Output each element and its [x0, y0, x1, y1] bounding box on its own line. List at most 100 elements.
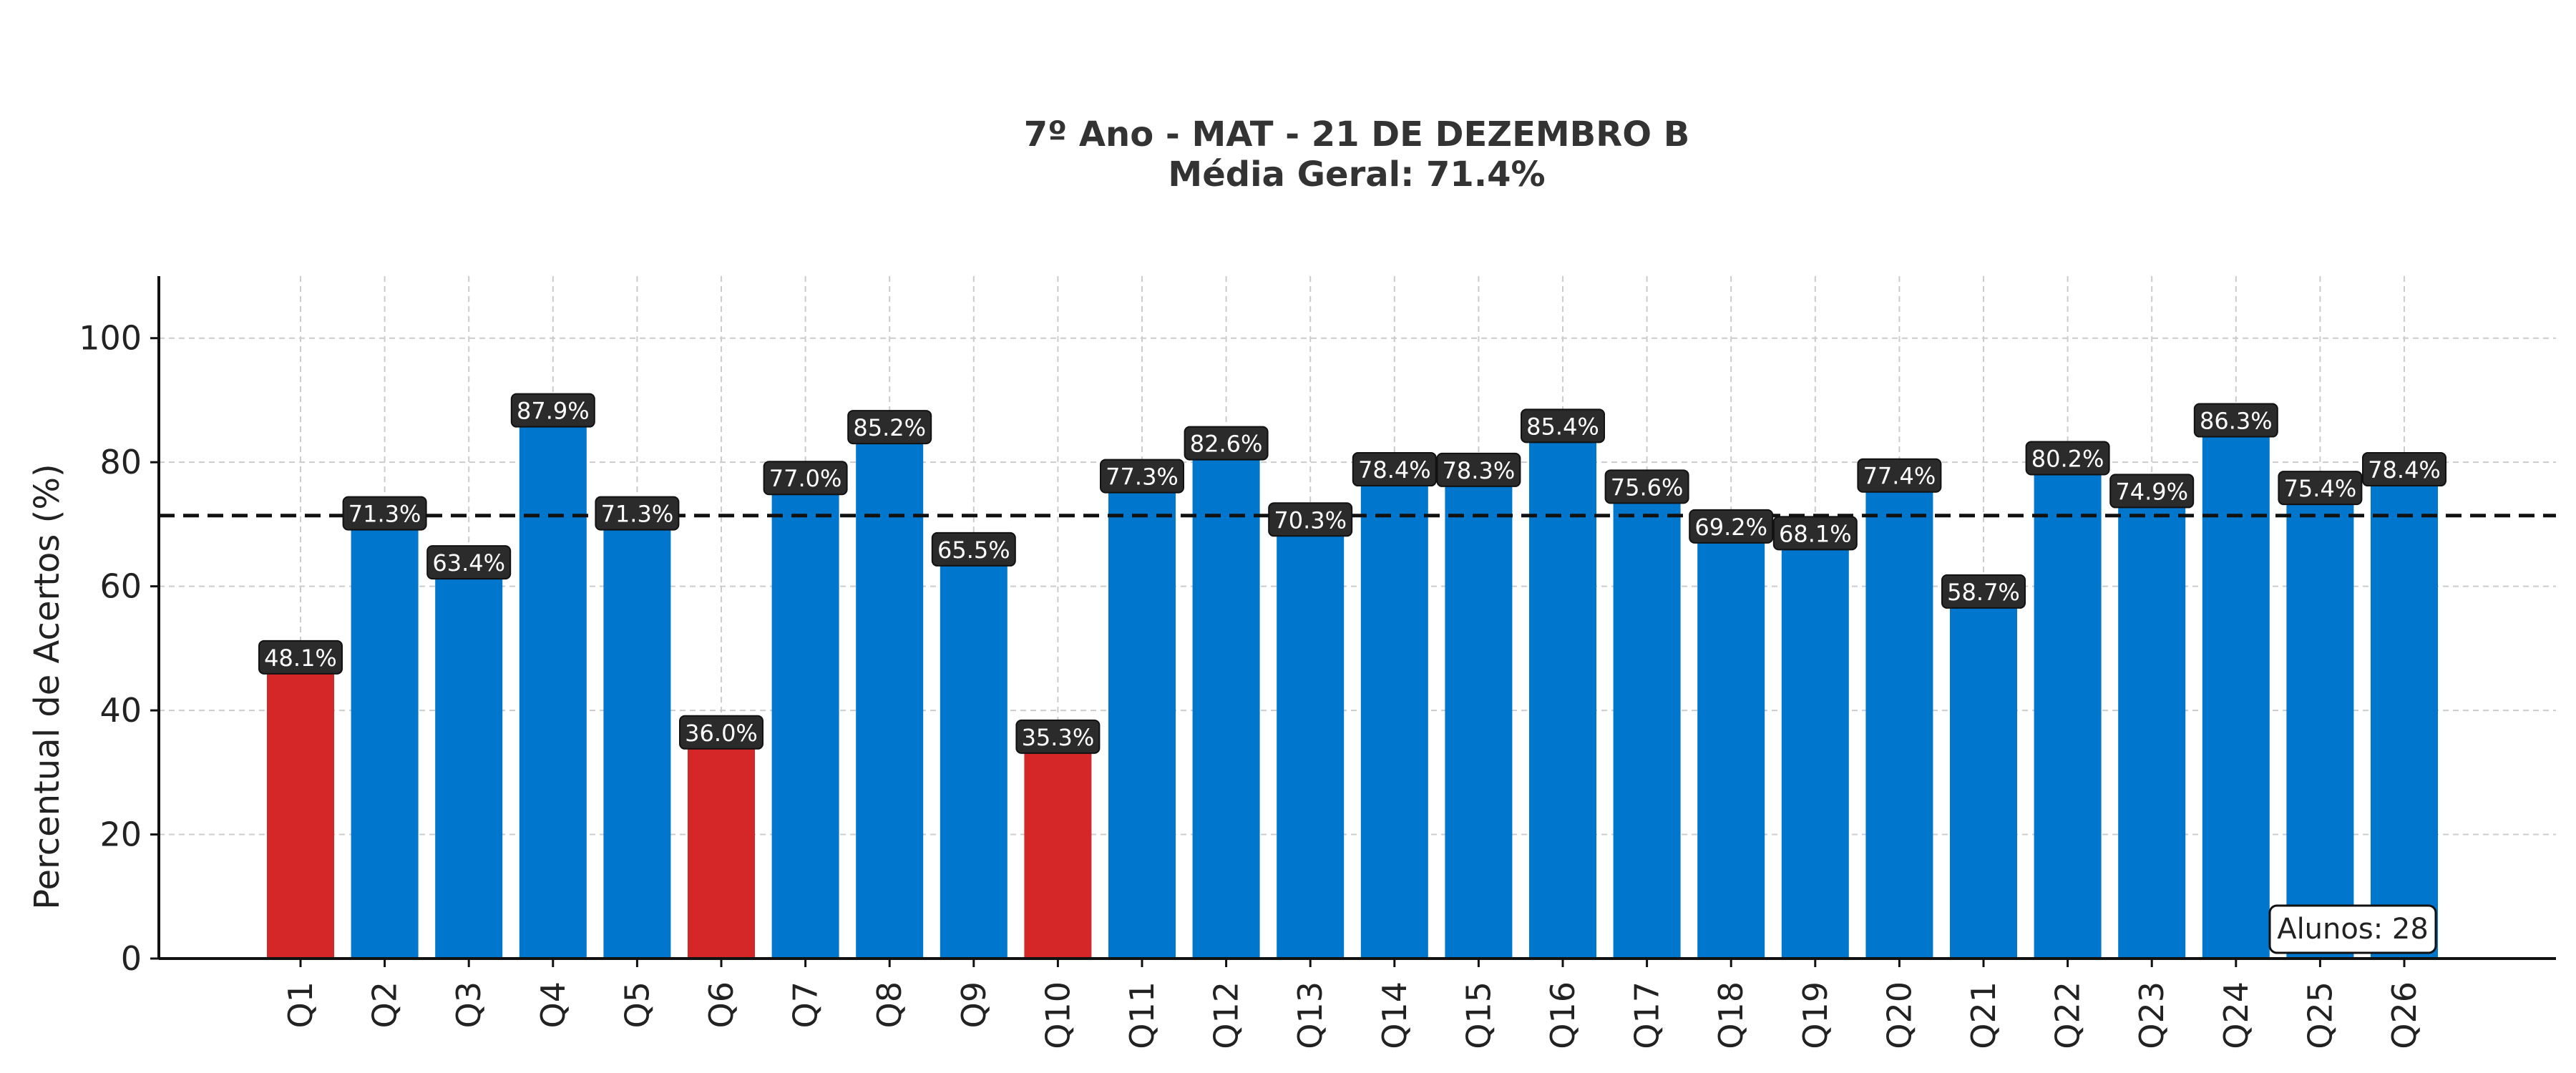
chart-title: 7º Ano - MAT - 21 DE DEZEMBRO B	[1024, 114, 1690, 155]
bar-q16	[1529, 428, 1596, 959]
value-label: 75.4%	[2284, 475, 2357, 502]
value-label: 75.6%	[1611, 474, 1684, 501]
value-label-box	[2278, 471, 2363, 506]
x-tick-label: Q12	[1207, 981, 1246, 1049]
value-label: 63.4%	[432, 549, 505, 577]
bar-q15	[1445, 472, 1513, 959]
value-label-box	[1941, 574, 2026, 609]
value-label-box	[1689, 509, 1774, 544]
x-tick-label: Q14	[1375, 981, 1414, 1049]
value-label: 77.3%	[1106, 464, 1179, 491]
x-tick-label: Q24	[2217, 981, 2255, 1049]
value-label: 82.6%	[1190, 431, 1263, 458]
x-tick-label: Q8	[870, 981, 909, 1028]
value-label-box	[1436, 452, 1521, 487]
x-tick-labels: Q1 Q2 Q3 Q4 Q5 Q6 Q7 Q8 Q9 Q10 Q11 Q12 Q13 Q14 Q15 Q16 Q…	[281, 959, 2424, 1049]
value-label: 71.3%	[348, 501, 421, 528]
value-label: 77.4%	[1863, 463, 1936, 490]
y-axis-label: Percentual de Acertos (%)	[27, 464, 67, 909]
y-tick-labels: 0 20 40 60 80 100	[79, 319, 159, 978]
y-tick-label: 40	[99, 691, 142, 730]
x-tick-label: Q9	[955, 981, 993, 1028]
bar-q5	[603, 516, 671, 959]
value-label-box	[2025, 441, 2110, 476]
x-tick-label: Q15	[1459, 981, 1498, 1049]
bar-q18	[1697, 529, 1765, 959]
bar-q2	[351, 516, 419, 959]
value-labels: 48.1% 71.3% 63.4% 87.9% 71.3% 36.0% 77.0% 85.2%…	[258, 393, 2446, 754]
value-label-box	[1268, 502, 1353, 537]
x-tick-label: Q13	[1291, 981, 1330, 1049]
bar-q4	[519, 413, 587, 959]
x-tick-label: Q4	[534, 981, 572, 1028]
value-label: 70.3%	[1274, 506, 1347, 534]
value-label-box	[2193, 403, 2278, 438]
value-label: 74.9%	[2115, 478, 2188, 505]
value-label-box	[679, 715, 763, 750]
y-tick-label: 0	[121, 939, 142, 978]
bar-q19	[1781, 536, 1849, 959]
value-label-box	[2109, 474, 2195, 509]
value-label: 69.2%	[1694, 514, 1767, 541]
x-tick-label: Q6	[702, 981, 741, 1028]
value-label-box	[1521, 408, 1605, 444]
bar-q6	[688, 735, 755, 959]
value-label: 35.3%	[1022, 724, 1095, 751]
x-tick-label: Q23	[2132, 981, 2171, 1049]
y-tick-label: 60	[99, 567, 142, 606]
value-label-box	[1772, 516, 1858, 551]
value-label-box	[1184, 426, 1269, 461]
value-label-box	[1352, 452, 1437, 487]
value-label-box	[1015, 719, 1101, 754]
bar-q12	[1192, 446, 1260, 959]
bar-q9	[940, 552, 1008, 959]
value-label-box	[1604, 469, 1689, 504]
bar-q22	[2034, 461, 2102, 959]
value-label: 36.0%	[685, 720, 758, 747]
x-tick-label: Q10	[1038, 981, 1077, 1049]
axes	[157, 276, 2556, 960]
value-label: 48.1%	[264, 645, 337, 672]
x-tick-label: Q11	[1123, 981, 1161, 1049]
bar-q23	[2118, 494, 2186, 959]
bar-q3	[435, 565, 503, 959]
value-label-box	[1100, 459, 1184, 494]
bar-q1	[267, 660, 334, 959]
value-label-box	[1857, 458, 1942, 493]
x-tick-label: Q19	[1796, 981, 1835, 1049]
value-label: 68.1%	[1779, 520, 1852, 547]
value-label-box	[342, 496, 427, 531]
x-tick-label: Q5	[618, 981, 656, 1028]
value-label: 58.7%	[1947, 579, 2020, 606]
bar-q8	[856, 430, 924, 959]
value-label: 77.0%	[769, 465, 842, 492]
bar-q10	[1024, 739, 1092, 959]
bars	[267, 413, 2438, 959]
value-label: 80.2%	[2031, 445, 2104, 472]
chart-subtitle: Média Geral: 71.4%	[1168, 155, 1545, 195]
x-tick-label: Q20	[1880, 981, 1918, 1049]
x-tick-label: Q21	[1964, 981, 2003, 1049]
bar-q26	[2371, 472, 2438, 959]
value-label-box	[426, 545, 512, 580]
x-tick-label: Q17	[1628, 981, 1667, 1049]
bar-q24	[2202, 423, 2270, 959]
bar-q11	[1108, 479, 1176, 959]
bar-q20	[1865, 478, 1933, 959]
value-label: 65.5%	[937, 536, 1010, 564]
value-label: 85.4%	[1526, 413, 1599, 440]
bar-q21	[1950, 594, 2017, 959]
bar-q25	[2286, 491, 2354, 959]
x-tick-label: Q25	[2301, 981, 2339, 1049]
value-label: 71.3%	[601, 501, 674, 528]
value-label: 78.4%	[2368, 456, 2441, 484]
y-tick-label: 100	[79, 319, 142, 358]
value-label-box	[2362, 452, 2446, 487]
value-label: 86.3%	[2200, 408, 2273, 435]
bar-q14	[1360, 472, 1428, 959]
value-label-box	[595, 496, 680, 531]
value-label: 78.4%	[1358, 456, 1431, 484]
students-annotation: Alunos: 28	[2268, 904, 2437, 954]
x-tick-label: Q22	[2049, 981, 2087, 1049]
